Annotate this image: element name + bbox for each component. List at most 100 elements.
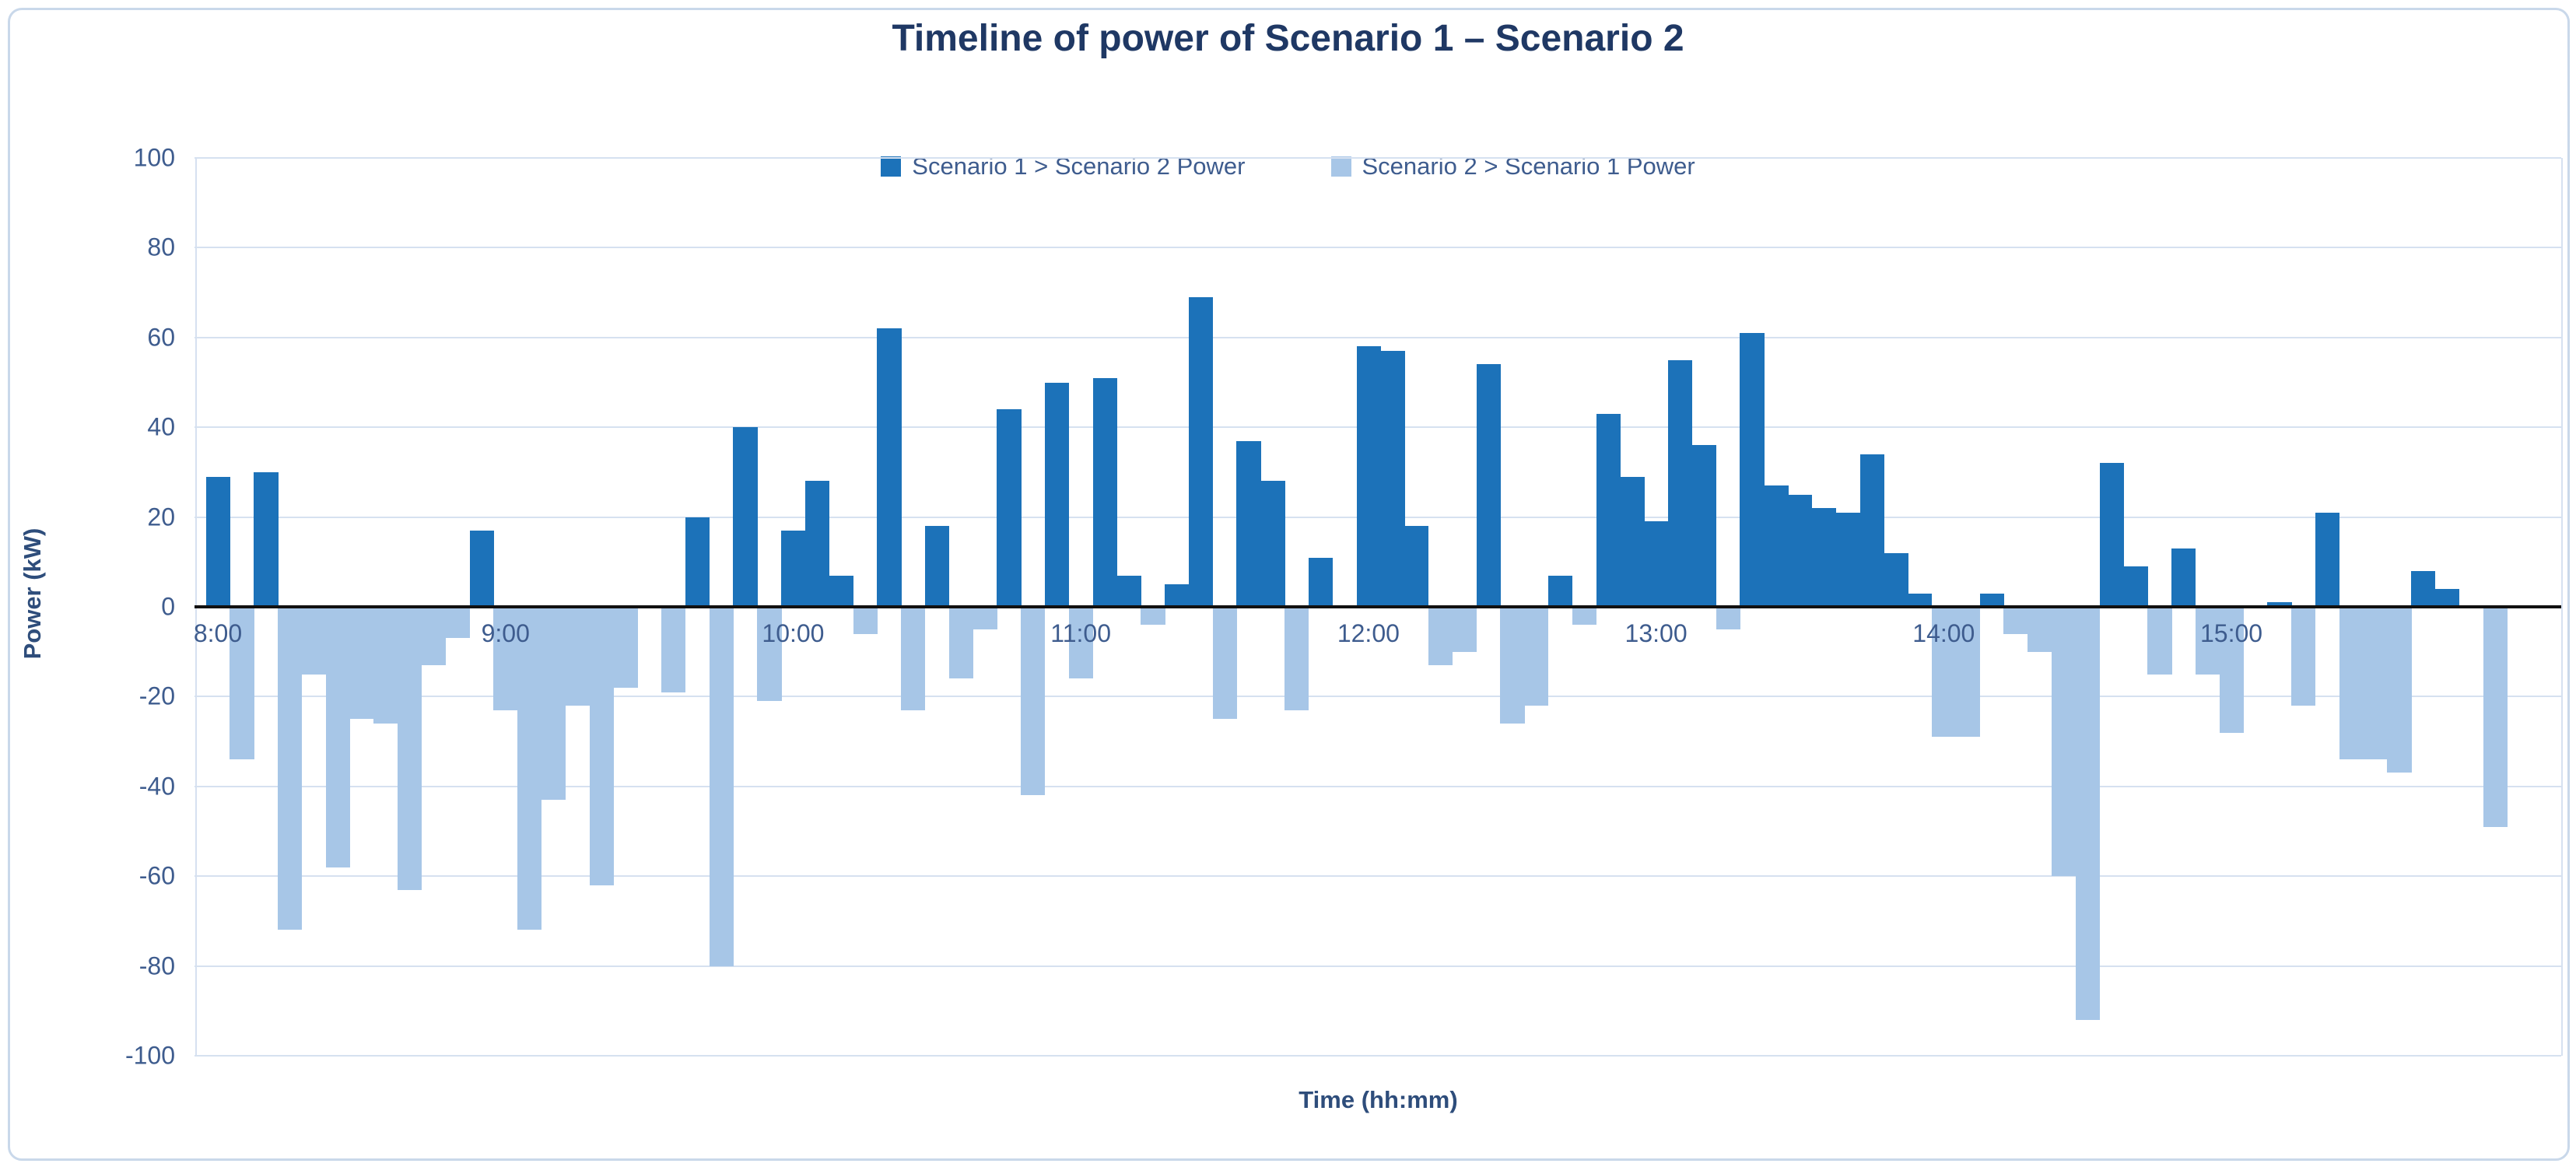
x-tick-label: 11:00 [1050, 619, 1112, 647]
s1-bar [1476, 364, 1501, 607]
s2-bar [2075, 607, 2101, 1020]
x-axis-zero-line [195, 605, 2561, 608]
y-tick-label: 20 [147, 503, 175, 531]
s2-bar [1572, 607, 1597, 626]
s2-bar [517, 607, 542, 930]
gridline [195, 1055, 2561, 1057]
legend-item-scenario1: Scenario 1 > Scenario 2 Power [881, 152, 1246, 180]
legend-swatch-s1-icon [881, 156, 902, 177]
s1-bar [1691, 445, 1717, 607]
legend: Scenario 1 > Scenario 2 Power Scenario 2… [0, 152, 2576, 180]
s2-bar [541, 607, 566, 801]
s1-bar [1092, 377, 1117, 607]
s2-bar [2219, 607, 2244, 733]
s1-bar [1188, 296, 1214, 607]
s1-bar [1620, 476, 1645, 607]
x-tick-label: 8:00 [193, 619, 243, 647]
s1-bar [205, 476, 230, 607]
s1-bar [1835, 512, 1861, 607]
s1-bar [2411, 570, 2436, 607]
s2-bar [1428, 607, 1453, 665]
s1-bar [804, 481, 830, 607]
y-tick-label: -80 [138, 951, 175, 980]
s2-bar [613, 607, 638, 688]
gridline [195, 696, 2561, 698]
s2-bar [2003, 607, 2028, 634]
s1-bar [1764, 485, 1789, 607]
y-tick-label: 60 [147, 323, 175, 352]
s1-bar [733, 427, 758, 607]
s1-bar [254, 471, 279, 607]
s1-bar [924, 526, 950, 607]
s2-bar [373, 607, 398, 724]
s2-bar [2195, 607, 2220, 675]
s2-bar [2339, 607, 2364, 760]
y-tick-label: -100 [124, 1041, 175, 1070]
s1-bar [1548, 575, 1573, 607]
s1-bar [1260, 481, 1285, 607]
y-tick-label: -20 [138, 682, 175, 710]
s2-bar [2483, 607, 2508, 827]
y-tick-label: 0 [161, 592, 175, 621]
x-tick-label: 15:00 [2199, 619, 2263, 647]
s2-bar [301, 607, 327, 675]
s1-bar [877, 328, 902, 607]
s2-bar [973, 607, 997, 629]
s1-bar [1380, 351, 1405, 607]
s2-bar [1452, 607, 1477, 652]
s1-bar [2123, 566, 2148, 607]
s1-bar [469, 530, 494, 607]
s1-bar [1165, 584, 1190, 607]
s1-bar [1044, 382, 1070, 607]
s1-bar [2267, 602, 2292, 607]
y-tick-label: 40 [147, 412, 175, 441]
s2-bar [421, 607, 447, 665]
s2-bar [1524, 607, 1549, 706]
s2-bar [2147, 607, 2172, 675]
s1-bar [1404, 526, 1429, 607]
s2-bar [2291, 607, 2316, 706]
y-tick-label: -60 [138, 861, 175, 890]
s2-bar [445, 607, 471, 639]
s1-bar [1908, 593, 1933, 607]
s2-bar [2363, 607, 2388, 760]
x-tick-label: 13:00 [1624, 619, 1688, 647]
y-tick-label: 80 [147, 233, 175, 261]
x-tick-label: 9:00 [481, 619, 530, 647]
s2-bar [1500, 607, 1525, 724]
s2-bar [1141, 607, 1165, 626]
s2-bar [901, 607, 926, 710]
legend-label-scenario2: Scenario 2 > Scenario 1 Power [1362, 152, 1695, 180]
s1-bar [2171, 548, 2196, 607]
s1-bar [1859, 454, 1884, 607]
s2-bar [493, 607, 518, 710]
s1-bar [1811, 508, 1837, 607]
gridline [195, 785, 2561, 787]
s2-bar [2028, 607, 2052, 652]
s2-bar [1021, 607, 1046, 796]
s1-bar [1356, 346, 1381, 607]
plot-right-border [2561, 158, 2563, 1056]
s2-bar [230, 607, 254, 760]
y-tick-label: 100 [133, 143, 175, 172]
y-axis-title: Power (kW) [19, 527, 46, 660]
gridline [195, 157, 2561, 159]
s1-bar [1788, 494, 1813, 607]
s1-bar [1740, 333, 1765, 607]
s2-bar [1068, 607, 1094, 679]
s2-bar [1931, 607, 1957, 738]
s1-bar [2315, 512, 2340, 607]
legend-swatch-s2-icon [1330, 156, 1351, 177]
s2-bar [948, 607, 974, 679]
s1-bar [781, 530, 806, 607]
legend-label-scenario1: Scenario 1 > Scenario 2 Power [912, 152, 1246, 180]
s2-bar [565, 607, 591, 706]
s1-bar [2099, 463, 2124, 607]
s1-bar [1116, 575, 1141, 607]
s2-bar [325, 607, 350, 867]
s1-bar [1668, 359, 1693, 607]
gridline [195, 336, 2561, 338]
gridline [195, 965, 2561, 967]
s1-bar [829, 575, 854, 607]
